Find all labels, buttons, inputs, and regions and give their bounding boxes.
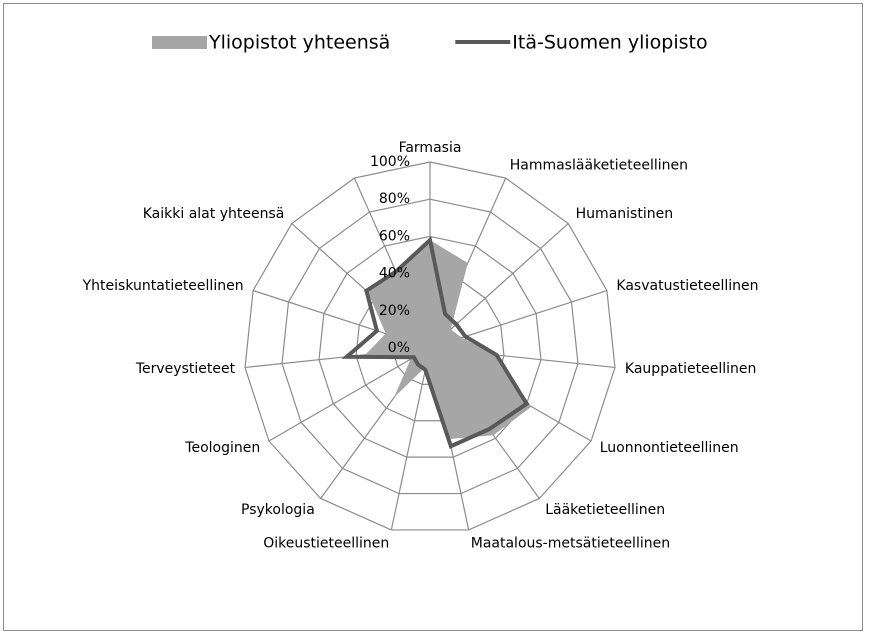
category-label: Yhteiskuntatieteellinen [82, 278, 244, 294]
category-label: Luonnontieteellinen [600, 440, 739, 456]
spoke [429, 223, 569, 349]
series-area [365, 240, 532, 439]
category-label: Teologinen [184, 440, 260, 456]
grid-ring [244, 161, 616, 531]
grid-ring [281, 198, 579, 495]
category-label: Humanistinen [576, 206, 673, 222]
r-tick-label: 0% [388, 340, 410, 356]
grid-ring [355, 272, 505, 422]
legend-label: Yliopistot yhteensä [208, 32, 390, 54]
category-label: Kauppatieteellinen [625, 361, 756, 377]
category-label: Hammaslääketieteellinen [510, 157, 688, 173]
r-tick-label: 80% [379, 191, 410, 207]
r-tick-label: 40% [379, 266, 410, 282]
spoke [268, 347, 431, 442]
category-label: Oikeustieteellinen [263, 536, 389, 552]
grid-ring [318, 235, 542, 458]
legend: Yliopistot yhteensä Itä-Suomen yliopisto [152, 32, 708, 54]
category-label: Kaikki alat yhteensä [143, 206, 285, 222]
category-label: Farmasia [399, 140, 462, 156]
r-tick-label: 20% [379, 303, 410, 319]
series-line [341, 236, 530, 449]
spoke [390, 347, 431, 531]
category-label: Maatalous-metsätieteellinen [471, 536, 670, 552]
category-label: Psykologia [241, 502, 315, 518]
category-label: Terveystieteet [135, 361, 236, 377]
r-tick-label: 60% [379, 228, 410, 244]
r-tick-label: 100% [370, 154, 410, 170]
legend-label: Itä-Suomen yliopisto [512, 32, 707, 54]
category-label: Kasvatustieteellinen [616, 278, 758, 294]
category-label: Lääketieteellinen [545, 502, 665, 518]
legend-swatch [152, 36, 207, 49]
